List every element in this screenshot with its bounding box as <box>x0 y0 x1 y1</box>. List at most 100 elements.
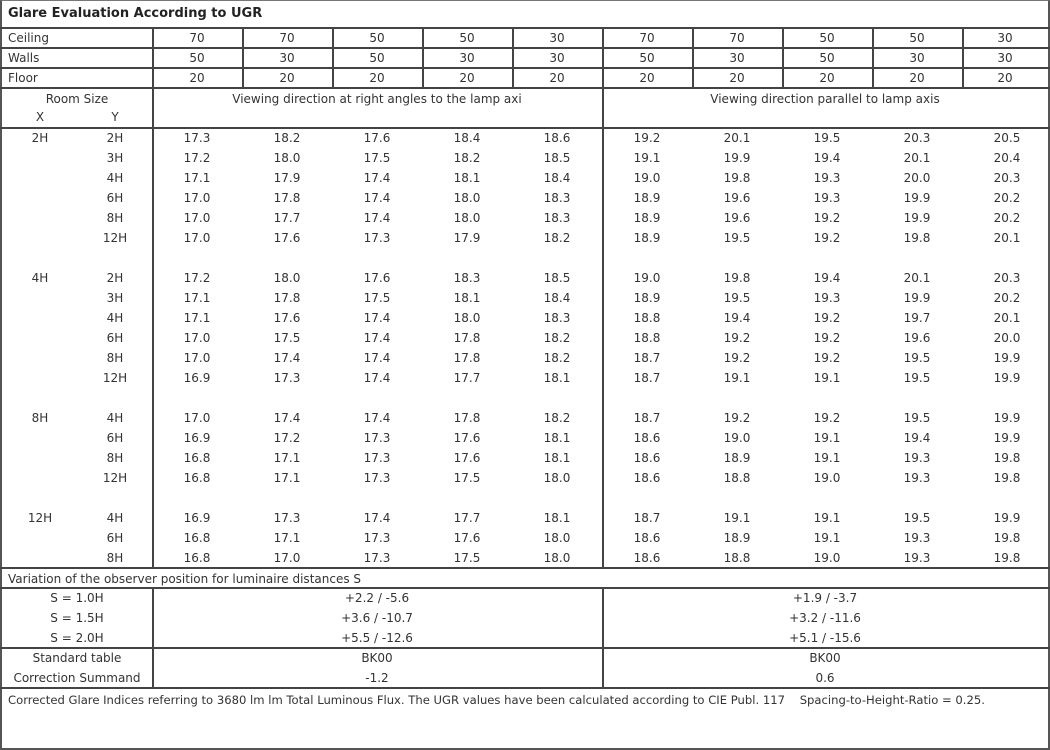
room-x: 2H <box>31 131 49 145</box>
column-divider <box>602 588 604 688</box>
room-y: 8H <box>106 451 124 465</box>
ugr-value: 17.3 <box>273 371 301 385</box>
room-size-x: X <box>35 110 45 124</box>
room-y: 6H <box>106 331 124 345</box>
reflectance-value: 50 <box>189 51 205 65</box>
room-y: 3H <box>106 151 124 165</box>
ugr-value: 20.0 <box>993 331 1021 345</box>
ugr-value: 17.4 <box>363 371 391 385</box>
ugr-value: 18.9 <box>633 211 661 225</box>
room-y: 8H <box>106 351 124 365</box>
ugr-value: 17.1 <box>183 171 211 185</box>
column-divider <box>872 28 874 88</box>
direction-right-angles: Viewing direction at right angles to the… <box>232 92 522 106</box>
ugr-value: 17.1 <box>183 311 211 325</box>
ugr-value: 17.1 <box>273 451 301 465</box>
ugr-value: 17.6 <box>453 451 481 465</box>
column-divider <box>512 28 514 88</box>
ugr-value: 17.6 <box>273 311 301 325</box>
ugr-value: 17.6 <box>273 231 301 245</box>
ugr-value: 18.1 <box>543 511 571 525</box>
ugr-value: 17.5 <box>363 151 391 165</box>
ugr-value: 18.5 <box>543 151 571 165</box>
ugr-value: 18.0 <box>453 191 481 205</box>
reflectance-value: 50 <box>369 51 385 65</box>
ugr-value: 18.4 <box>453 131 481 145</box>
reflectance-label: Ceiling <box>8 31 49 45</box>
room-x: 4H <box>31 271 49 285</box>
ugr-value: 20.2 <box>993 191 1021 205</box>
ugr-value: 17.4 <box>363 191 391 205</box>
column-divider <box>422 28 424 88</box>
ugr-value: 17.7 <box>273 211 301 225</box>
ugr-value: 19.8 <box>903 231 931 245</box>
spacing-label: S = 1.0H <box>50 591 104 605</box>
room-size-label: Room Size <box>45 92 109 106</box>
ugr-value: 19.0 <box>633 271 661 285</box>
ugr-value: 19.5 <box>903 371 931 385</box>
direction-parallel: Viewing direction parallel to lamp axis <box>710 92 940 106</box>
ugr-value: 18.8 <box>633 331 661 345</box>
ugr-value: 19.8 <box>993 471 1021 485</box>
variation-right-angles: +2.2 / -5.6 <box>344 591 410 605</box>
ugr-value: 17.8 <box>273 291 301 305</box>
ugr-value: 20.3 <box>903 131 931 145</box>
ugr-value: 19.3 <box>813 291 841 305</box>
room-x: 12H <box>27 511 53 525</box>
column-divider <box>602 28 604 88</box>
ugr-value: 18.6 <box>633 531 661 545</box>
ugr-value: 19.8 <box>993 551 1021 565</box>
room-y: 8H <box>106 211 124 225</box>
column-divider <box>602 88 604 568</box>
ugr-value: 19.9 <box>903 191 931 205</box>
ugr-value: 18.3 <box>543 211 571 225</box>
ugr-value: 18.0 <box>543 471 571 485</box>
ugr-value: 18.9 <box>633 291 661 305</box>
variation-right-angles: +5.5 / -12.6 <box>341 631 413 645</box>
ugr-value: 19.0 <box>813 551 841 565</box>
ugr-value: 19.5 <box>813 131 841 145</box>
room-y: 4H <box>106 411 124 425</box>
ugr-value: 18.3 <box>453 271 481 285</box>
ugr-value: 17.6 <box>453 531 481 545</box>
room-y: 12H <box>102 231 128 245</box>
room-y: 6H <box>106 431 124 445</box>
room-y: 6H <box>106 531 124 545</box>
reflectance-value: 20 <box>549 71 565 85</box>
spacing-label: S = 1.5H <box>50 611 104 625</box>
ugr-value: 19.1 <box>633 151 661 165</box>
ugr-value: 19.6 <box>903 331 931 345</box>
ugr-value: 19.2 <box>723 411 751 425</box>
standard-table-label: Standard table <box>32 651 122 665</box>
ugr-value: 17.4 <box>363 411 391 425</box>
ugr-value: 17.4 <box>363 171 391 185</box>
ugr-value: 17.5 <box>453 551 481 565</box>
ugr-value: 19.2 <box>813 211 841 225</box>
reflectance-value: 30 <box>909 51 925 65</box>
divider <box>0 67 1050 69</box>
divider <box>0 647 1050 649</box>
ugr-value: 18.0 <box>543 551 571 565</box>
room-y: 4H <box>106 511 124 525</box>
ugr-value: 17.0 <box>183 331 211 345</box>
ugr-value: 16.9 <box>183 371 211 385</box>
standard-table-right-angles: BK00 <box>361 651 393 665</box>
correction-summand-label: Correction Summand <box>13 671 141 685</box>
ugr-value: 19.2 <box>813 311 841 325</box>
ugr-value: 19.3 <box>903 451 931 465</box>
ugr-value: 19.0 <box>633 171 661 185</box>
ugr-value: 17.9 <box>273 171 301 185</box>
ugr-value: 18.2 <box>543 231 571 245</box>
ugr-value: 18.0 <box>453 211 481 225</box>
divider <box>0 127 1050 129</box>
ugr-value: 17.4 <box>363 351 391 365</box>
ugr-value: 20.5 <box>993 131 1021 145</box>
reflectance-value: 50 <box>909 31 925 45</box>
ugr-value: 19.9 <box>993 351 1021 365</box>
room-y: 4H <box>106 171 124 185</box>
ugr-value: 18.1 <box>453 291 481 305</box>
column-divider <box>962 28 964 88</box>
ugr-value: 19.3 <box>903 551 931 565</box>
variation-right-angles: +3.6 / -10.7 <box>341 611 413 625</box>
ugr-value: 18.2 <box>453 151 481 165</box>
